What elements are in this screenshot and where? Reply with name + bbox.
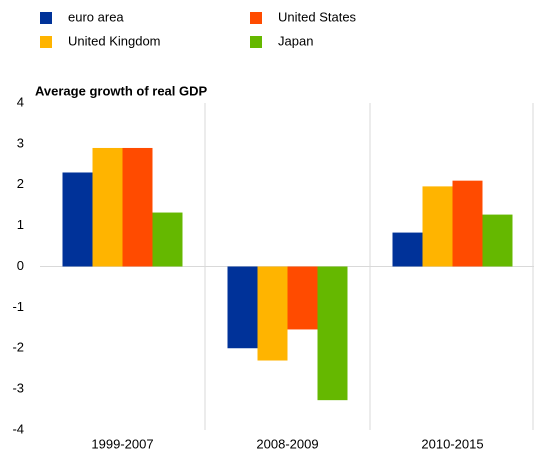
y-tick-label: -1 — [12, 299, 24, 314]
y-tick-label: 3 — [17, 135, 24, 150]
legend-label: euro area — [68, 9, 124, 24]
legend-swatch — [40, 12, 52, 24]
x-tick-label: 1999-2007 — [91, 436, 153, 451]
bar — [422, 186, 453, 267]
legend-swatch — [40, 36, 52, 48]
bar — [317, 266, 348, 401]
y-tick-label: 2 — [17, 176, 24, 191]
bar — [482, 214, 513, 267]
legend-swatch — [250, 36, 262, 48]
legend-label: United States — [278, 9, 357, 24]
x-tick-label: 2010-2015 — [421, 436, 483, 451]
y-tick-label: -3 — [12, 381, 24, 396]
legend-label: United Kingdom — [68, 33, 161, 48]
bar — [452, 180, 483, 267]
x-tick-label: 2008-2009 — [256, 436, 318, 451]
y-tick-label: 0 — [17, 258, 24, 273]
y-tick-label: 1 — [17, 217, 24, 232]
bar — [92, 147, 123, 267]
bar — [287, 266, 318, 330]
chart-title: Average growth of real GDP — [35, 83, 207, 98]
bar — [62, 172, 93, 267]
bar — [257, 266, 288, 361]
bar — [152, 212, 183, 267]
legend-swatch — [250, 12, 262, 24]
bar — [122, 147, 153, 267]
bar — [392, 232, 423, 267]
bar — [227, 266, 258, 349]
y-tick-label: -2 — [12, 340, 24, 355]
y-tick-label: 4 — [17, 94, 24, 109]
y-tick-label: -4 — [12, 421, 24, 436]
legend-label: Japan — [278, 33, 313, 48]
